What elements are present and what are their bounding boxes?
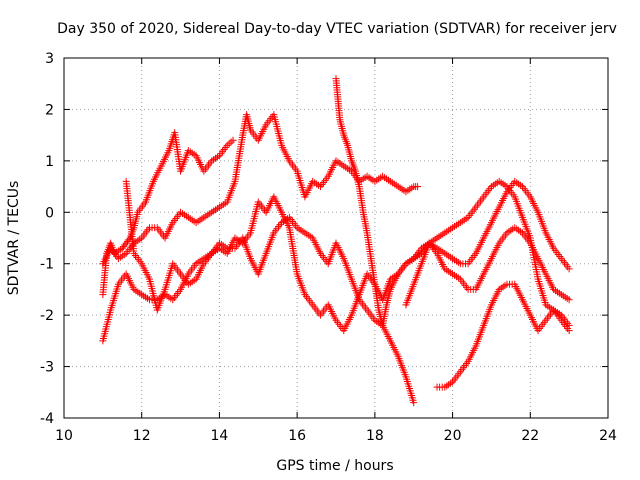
data-points (99, 75, 573, 407)
axis-ticks (63, 57, 609, 419)
x-tick-label: 16 (288, 428, 306, 444)
data-point (565, 296, 573, 304)
x-tick-label: 20 (444, 428, 462, 444)
x-tick-label: 12 (133, 428, 151, 444)
data-point (565, 321, 573, 329)
x-tick-label: 14 (211, 428, 229, 444)
x-tick-label: 22 (521, 428, 539, 444)
y-tick-label: -2 (40, 308, 54, 324)
data-point (565, 265, 573, 273)
series-track-f (433, 280, 573, 391)
series-track-c (99, 213, 418, 407)
x-tick-label: 24 (599, 428, 617, 444)
x-tick-label: 18 (366, 428, 384, 444)
y-tick-label: -4 (40, 411, 54, 427)
chart-title: Day 350 of 2020, Sidereal Day-to-day VTE… (57, 21, 617, 37)
x-axis-title: GPS time / hours (276, 458, 393, 474)
y-axis-title: SDTVAR / TECUs (6, 181, 22, 296)
data-point (227, 138, 235, 146)
y-tick-label: 1 (45, 154, 54, 170)
data-point (229, 136, 237, 144)
series-track-g (402, 177, 573, 329)
y-tick-label: -3 (40, 360, 54, 376)
series-track-e (332, 75, 573, 329)
y-tick-label: 0 (45, 205, 54, 221)
data-point (125, 236, 133, 244)
y-tick-label: -1 (40, 257, 54, 273)
data-point (414, 183, 422, 191)
data-point (225, 140, 233, 148)
data-point (410, 399, 418, 407)
series-track-d (122, 177, 573, 335)
y-tick-label: 2 (45, 102, 54, 118)
plot-frame (63, 57, 609, 419)
x-tick-label: 10 (55, 428, 73, 444)
grid-lines (64, 58, 608, 418)
series-track-b (99, 111, 422, 268)
y-tick-label: 3 (45, 51, 54, 67)
